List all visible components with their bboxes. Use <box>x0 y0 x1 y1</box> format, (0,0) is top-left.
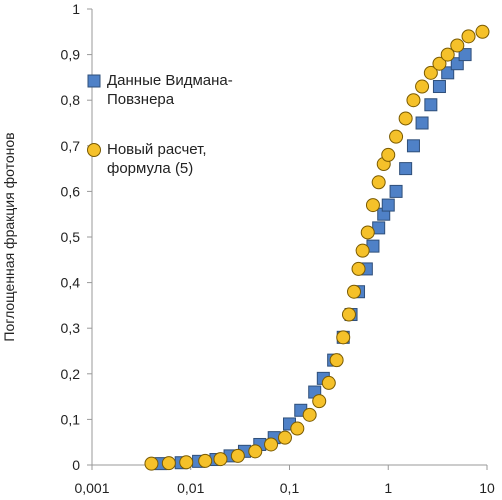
data-point <box>415 116 429 130</box>
x-tick-label: 0,1 <box>280 480 300 496</box>
y-tick-label: 0,3 <box>61 320 81 336</box>
data-point <box>351 261 366 276</box>
data-point <box>424 98 438 112</box>
data-point <box>441 66 455 80</box>
data-point <box>381 147 396 162</box>
data-point <box>415 79 430 94</box>
data-point <box>336 330 351 345</box>
data-point <box>248 444 263 459</box>
data-point <box>440 47 455 62</box>
y-tick-label: 0,8 <box>61 92 81 108</box>
y-tick-label: 0,7 <box>61 138 81 154</box>
data-point <box>371 175 386 190</box>
data-point <box>399 162 413 176</box>
data-point <box>406 139 420 153</box>
data-point <box>161 456 176 471</box>
data-point <box>277 430 292 445</box>
data-point <box>213 452 228 467</box>
data-point <box>360 225 375 240</box>
legend-label: Новый расчет, формула (5) <box>107 141 207 177</box>
data-point <box>302 407 317 422</box>
data-point <box>381 198 395 212</box>
legend-label: Данные Видмана-Повзнера <box>107 72 233 108</box>
x-tick-label: 0,001 <box>74 480 109 496</box>
data-point <box>406 93 421 108</box>
data-point <box>365 198 380 213</box>
data-point <box>432 56 447 71</box>
data-point <box>389 184 403 198</box>
data-point <box>461 29 476 44</box>
data-point <box>475 24 490 39</box>
data-point <box>355 243 370 258</box>
x-tick-label: 1 <box>384 480 392 496</box>
y-tick-label: 0,4 <box>61 275 81 291</box>
y-axis-label: Поглощенная фракция фотонов <box>1 132 17 341</box>
legend-marker <box>87 74 101 88</box>
data-point <box>398 111 413 126</box>
y-tick-label: 0,5 <box>61 229 81 245</box>
y-tick-label: 1 <box>72 1 80 17</box>
y-tick-label: 0,1 <box>61 411 81 427</box>
data-point <box>432 80 446 94</box>
data-point <box>321 375 336 390</box>
data-point <box>230 448 245 463</box>
data-point <box>458 48 472 62</box>
data-point <box>144 456 159 471</box>
data-point <box>423 65 438 80</box>
data-point <box>347 284 362 299</box>
data-point <box>264 437 279 452</box>
y-tick-label: 0,2 <box>61 366 81 382</box>
data-point <box>450 38 465 53</box>
data-point <box>389 129 404 144</box>
legend-marker <box>87 143 101 157</box>
data-point <box>290 421 305 436</box>
data-point <box>312 394 327 409</box>
y-tick-label: 0,9 <box>61 47 81 63</box>
data-point <box>329 353 344 368</box>
data-point <box>341 307 356 322</box>
data-point <box>198 453 213 468</box>
data-point <box>179 455 194 470</box>
y-tick-label: 0 <box>72 457 80 473</box>
x-tick-label: 10 <box>479 480 495 496</box>
x-tick-label: 0,01 <box>177 480 204 496</box>
y-tick-label: 0,6 <box>61 183 81 199</box>
